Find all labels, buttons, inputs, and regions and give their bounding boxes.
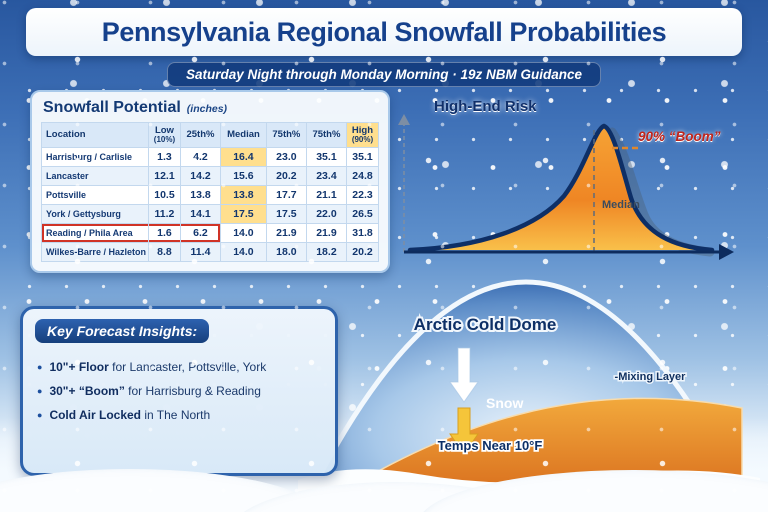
insight-item: ● 10"+ Floor for Lancaster, Pottsville, … [37,360,321,375]
table-title: Snowfall Potential [43,99,181,116]
cell: 16.4 [220,147,267,168]
snowfall-table-panel: Snowfall Potential (inches) Location Low… [30,90,390,274]
insight-item: ● 30"+ “Boom” for Harrisburg & Reading [37,384,321,399]
title-banner: Pennsylvania Regional Snowfall Probabili… [26,8,742,56]
x-axis-arrow-icon [719,244,734,260]
cell: 18.0 [265,242,307,263]
subtitle-banner: Saturday Night through Monday Morning · … [166,62,602,87]
cell: 21.1 [305,185,347,206]
col-header-75th-b: 75th% [305,121,347,149]
cell: 8.8 [147,242,181,263]
cell: 20.2 [345,242,380,263]
cell: 22.0 [305,204,347,225]
insight-item: ● Cold Air Locked in The North [37,408,321,423]
insight-rest: in The North [141,408,211,422]
cell: 11.2 [147,204,181,225]
table-unit: (inches) [186,103,228,115]
insight-strong: 10"+ Floor [49,360,109,374]
boom-annotation: 90% “Boom” [638,129,721,144]
cell: 17.5 [220,204,267,225]
cell: 26.5 [345,204,380,225]
table-row: Harrisburg / Carlisle 1.3 4.2 16.4 23.0 … [41,147,380,168]
insight-strong: Cold Air Locked [49,408,142,422]
cell: 31.8 [345,223,380,244]
location-cell: Pottsville [41,185,149,206]
cell: 14.2 [179,166,222,187]
insights-title: Key Forecast Insights: [35,319,210,343]
median-label: Median [602,199,640,211]
cell: 14.1 [179,204,222,225]
cell: 17.7 [265,185,307,206]
cell: 23.0 [265,147,307,168]
insight-text: Cold Air Locked in The North [49,408,210,423]
table-title-row: Snowfall Potential (inches) [43,99,379,117]
col-header-25th: 25th% [179,121,222,149]
cell: 20.2 [265,166,307,187]
table-row: Pottsville 10.5 13.8 13.8 17.7 21.1 22.3 [41,185,380,206]
cell: 15.6 [220,166,267,187]
chart-title: High-End Risk [434,98,537,115]
col-header-low: Low (10%) [147,121,181,149]
cell: 35.1 [345,147,380,168]
cell: 21.9 [305,223,347,244]
cell: 1.6 [147,223,181,244]
cell: 22.3 [345,185,380,206]
bullet-icon: ● [37,410,43,420]
cell: 11.4 [179,242,222,263]
temps-label: Temps Near 10°F [438,438,543,453]
location-cell: Lancaster [41,166,149,187]
table-header-row: Location Low (10%) 25th% Median 75th% 75t… [41,121,380,149]
location-cell: Reading / Phila Area [41,223,149,244]
table-row: Lancaster 12.1 14.2 15.6 20.2 23.4 24.8 [41,166,380,187]
cell: 13.8 [220,185,267,206]
insight-text: 30"+ “Boom” for Harrisburg & Reading [49,384,260,399]
location-cell: Wilkes-Barre / Hazleton [41,242,149,263]
cell: 18.2 [305,242,347,263]
table-row: Wilkes-Barre / Hazleton 8.8 11.4 14.0 18… [41,242,380,263]
mixing-layer-label: -Mixing Layer [615,371,687,383]
arctic-dome-label: Arctic Cold Dome [414,315,557,334]
cell: 12.1 [147,166,181,187]
cell: 21.9 [265,223,307,244]
distribution-curve-fill [410,126,712,250]
insight-rest: for Lancaster, Pottsville, York [108,360,267,374]
page-title: Pennsylvania Regional Snowfall Probabili… [101,16,667,47]
bullet-icon: ● [37,362,43,372]
snow-label: Snow [486,395,523,411]
location-cell: Harrisburg / Carlisle [41,147,149,168]
col-header-median: Median [220,121,267,149]
col-header-high: High (90%) [345,121,380,149]
bullet-icon: ● [37,386,43,396]
col-header-location: Location [41,121,149,149]
y-axis-arrow-icon [398,114,410,125]
location-cell: York / Gettysburg [41,204,149,225]
table-row: Reading / Phila Area 1.6 6.2 14.0 21.9 2… [41,223,380,244]
cell: 4.2 [179,147,222,168]
insight-text: 10"+ Floor for Lancaster, Pottsville, Yo… [49,360,266,375]
snowfall-table: Location Low (10%) 25th% Median 75th% 75t… [41,121,380,263]
key-insights-panel: Key Forecast Insights: ● 10"+ Floor for … [20,306,338,476]
cell: 6.2 [179,223,222,244]
table-row: York / Gettysburg 11.2 14.1 17.5 17.5 22… [41,204,380,225]
cell: 17.5 [265,204,307,225]
cell: 14.0 [220,242,267,263]
cell: 13.8 [179,185,222,206]
cell: 10.5 [147,185,181,206]
cell: 23.4 [305,166,347,187]
cell: 24.8 [345,166,380,187]
col-header-75th-a: 75th% [265,121,307,149]
cell: 14.0 [220,223,267,244]
cell: 1.3 [147,147,181,168]
insight-strong: 30"+ “Boom” [49,384,125,398]
insight-rest: for Harrisburg & Reading [124,384,261,398]
cell: 35.1 [305,147,347,168]
